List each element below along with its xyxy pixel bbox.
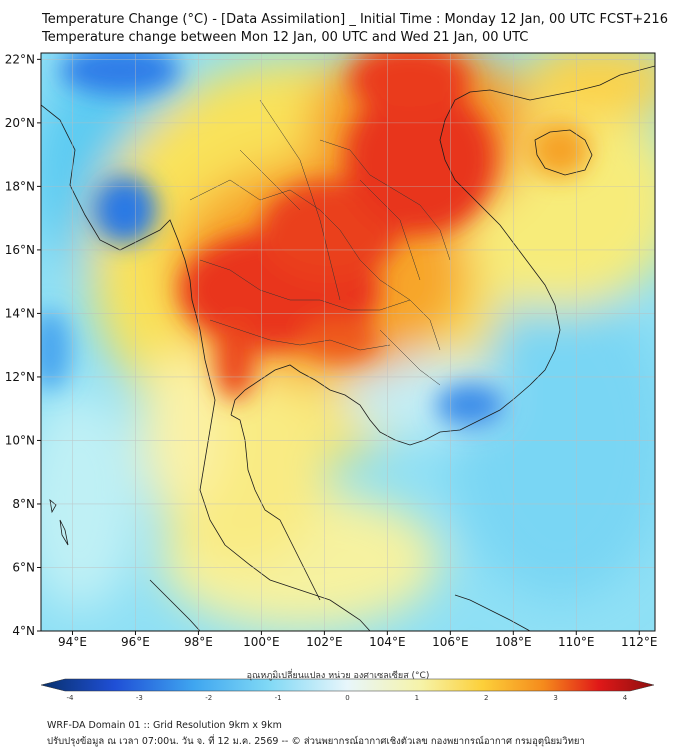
map-frame — [40, 52, 656, 632]
lat-label: 6°N — [12, 560, 35, 574]
lon-label: 106°E — [432, 635, 469, 649]
lon-label: 102°E — [306, 635, 343, 649]
lon-label: 100°E — [243, 635, 280, 649]
lat-label: 10°N — [5, 433, 35, 447]
lon-label: 96°E — [121, 635, 150, 649]
colorbar-ticks: -4 -3 -2 -1 0 1 2 3 4 — [67, 694, 628, 702]
lat-label: 14°N — [5, 306, 35, 320]
colorbar-tick-label: -2 — [205, 694, 212, 702]
lon-label: 98°E — [184, 635, 213, 649]
lon-label: 112°E — [621, 635, 658, 649]
map-title: Temperature Change (°C) - [Data Assimila… — [42, 12, 668, 27]
lat-label: 12°N — [5, 370, 35, 384]
gridlines — [41, 53, 655, 632]
colorbar-tick-label: 1 — [415, 694, 419, 702]
colorbar-tick-label: -3 — [136, 694, 143, 702]
lon-label: 110°E — [558, 635, 595, 649]
lat-label: 22°N — [5, 52, 35, 66]
lon-label: 108°E — [495, 635, 532, 649]
colorbar: -4 -3 -2 -1 0 1 2 3 4 — [40, 678, 655, 702]
colorbar-tick-label: 2 — [484, 694, 488, 702]
colorbar-tick-label: -1 — [275, 694, 282, 702]
admin-borders — [189, 99, 451, 386]
latitude-labels: 22°N 20°N 18°N 16°N 14°N 12°N 10°N 8°N 6°N 4°N — [5, 52, 41, 638]
lat-label: 20°N — [5, 116, 35, 130]
temperature-field — [41, 53, 655, 631]
colorbar-tick-label: 3 — [553, 694, 557, 702]
colorbar-tick-label: 4 — [623, 694, 628, 702]
longitude-labels: 94°E 96°E 98°E 100°E 102°E 104°E 106°E 108°E 110… — [58, 631, 658, 649]
colorbar-tick-label: -4 — [67, 694, 75, 702]
lon-label: 94°E — [58, 635, 87, 649]
footer-credit: ปรับปรุงข้อมูล ณ เวลา 07:00น. วัน จ. ที่… — [47, 736, 585, 747]
colorbar-label: อุณหภูมิเปลี่ยนแปลง หน่วย องศาเซลเซียส (… — [246, 671, 430, 681]
map-subtitle: Temperature change between Mon 12 Jan, 0… — [42, 30, 529, 45]
lat-label: 16°N — [5, 243, 35, 257]
colorbar-tick-label: 0 — [345, 694, 349, 702]
coastlines — [41, 65, 655, 631]
lon-label: 104°E — [369, 635, 406, 649]
lat-label: 8°N — [12, 497, 35, 511]
lat-label: 18°N — [5, 179, 35, 193]
footer-model-info: WRF-DA Domain 01 :: Grid Resolution 9km … — [47, 720, 282, 731]
lat-label: 4°N — [12, 624, 35, 638]
colorbar-bar — [40, 678, 655, 692]
